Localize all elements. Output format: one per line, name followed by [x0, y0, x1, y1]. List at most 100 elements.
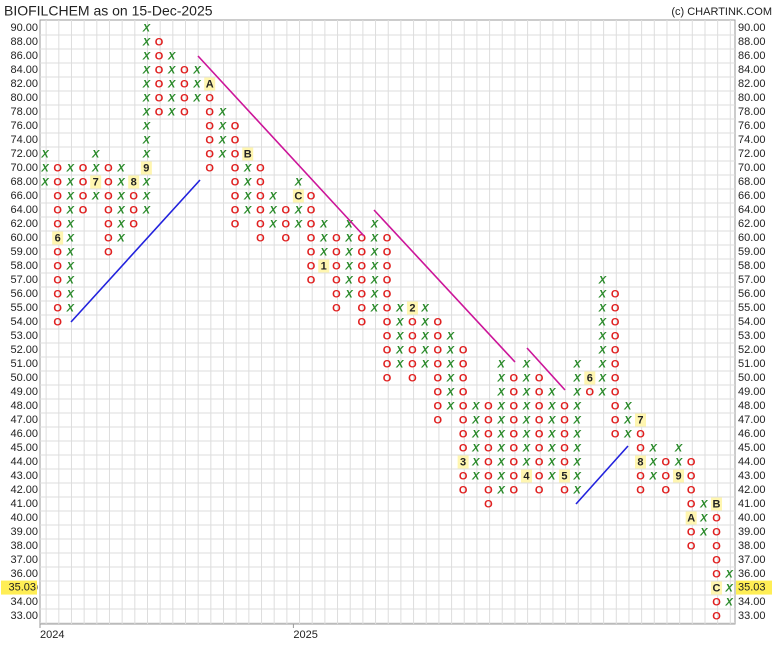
month-marker-bg: [584, 371, 596, 385]
o-box: O: [104, 232, 113, 244]
y-tick-label: 37.00: [10, 554, 38, 566]
o-box: O: [383, 344, 392, 356]
x-box: X: [547, 386, 556, 398]
o-box: O: [712, 554, 721, 566]
o-box: O: [662, 484, 671, 496]
o-box: O: [307, 246, 316, 258]
o-box: O: [433, 386, 442, 398]
o-box: O: [484, 456, 493, 468]
y-tick-label: 47.00: [10, 414, 38, 426]
y-tick-label: 34.00: [10, 596, 38, 608]
o-box: O: [104, 162, 113, 174]
o-box: O: [611, 302, 620, 314]
x-box: X: [370, 260, 379, 272]
y-tick-label-right: 59.00: [738, 246, 766, 258]
month-marker-bg: [673, 469, 684, 483]
o-box: O: [459, 344, 468, 356]
x-box: X: [648, 470, 657, 482]
x-box: X: [598, 330, 607, 342]
y-tick-label-right: 46.00: [738, 428, 766, 440]
o-box: O: [611, 372, 620, 384]
month-marker-bg: [634, 455, 646, 469]
o-box: O: [104, 204, 113, 216]
o-box: O: [712, 568, 721, 580]
o-box: O: [636, 428, 645, 440]
y-tick-label: 39.00: [10, 526, 38, 538]
month-marker-bg: [128, 175, 140, 189]
o-box: O: [53, 260, 62, 272]
month-marker-bg: [457, 455, 469, 469]
x-box: X: [142, 64, 151, 76]
x-box: X: [218, 106, 227, 118]
x-box: X: [648, 456, 657, 468]
x-box: X: [268, 218, 277, 230]
y-tick-label-right: 64.00: [738, 204, 766, 216]
y-tick-label: 55.00: [10, 302, 38, 314]
x-box: X: [218, 134, 227, 146]
x-box: X: [496, 428, 505, 440]
o-box: O: [408, 358, 417, 370]
y-tick-label: 52.00: [10, 344, 38, 356]
x-box: X: [370, 246, 379, 258]
x-box: X: [167, 92, 176, 104]
y-tick-label-right: 43.00: [738, 470, 766, 482]
month-marker-bg: [685, 511, 697, 525]
o-box: O: [256, 204, 265, 216]
y-tick-label-right: 53.00: [738, 330, 766, 342]
x-box: X: [572, 470, 581, 482]
trend-line: [373, 209, 516, 363]
o-box: O: [256, 232, 265, 244]
x-box: X: [446, 330, 455, 342]
y-tick-label-right: 84.00: [738, 64, 766, 76]
o-box: O: [155, 92, 164, 104]
y-tick-label-right: 86.00: [738, 50, 766, 62]
y-tick-label: 42.00: [10, 484, 38, 496]
y-tick-label-right: 54.00: [738, 316, 766, 328]
o-box: O: [332, 246, 341, 258]
o-box: O: [104, 218, 113, 230]
o-box: O: [357, 246, 366, 258]
y-tick-label: 40.00: [10, 512, 38, 524]
x-box: X: [167, 78, 176, 90]
month-marker: 9: [143, 162, 149, 174]
x-box: X: [66, 302, 75, 314]
x-box: X: [66, 260, 75, 272]
x-box: X: [66, 176, 75, 188]
o-box: O: [256, 190, 265, 202]
x-box: X: [522, 386, 531, 398]
y-tick-label: 88.00: [10, 36, 38, 48]
month-marker-bg: [140, 161, 152, 175]
y-tick-label-right: 41.00: [738, 498, 766, 510]
y-tick-label: 49.00: [10, 386, 38, 398]
o-box: O: [687, 470, 696, 482]
x-box: X: [471, 428, 480, 440]
o-box: O: [459, 484, 468, 496]
o-box: O: [484, 498, 493, 510]
y-tick-label-right: 52.00: [738, 344, 766, 356]
y-tick-label-right: 33.00: [738, 610, 766, 622]
x-box: X: [572, 372, 581, 384]
o-box: O: [687, 484, 696, 496]
o-box: O: [611, 400, 620, 412]
o-box: O: [332, 260, 341, 272]
y-tick-label: 72.00: [10, 148, 38, 160]
x-box: X: [116, 204, 125, 216]
y-tick-label: 84.00: [10, 64, 38, 76]
o-box: O: [53, 162, 62, 174]
x-box: X: [66, 288, 75, 300]
y-tick-label-right: 55.00: [738, 302, 766, 314]
x-box: X: [218, 120, 227, 132]
o-box: O: [104, 176, 113, 188]
o-box: O: [459, 400, 468, 412]
o-box: O: [535, 442, 544, 454]
last-price-bg: [1, 580, 37, 595]
y-tick-label: 48.00: [10, 400, 38, 412]
x-box: X: [142, 120, 151, 132]
o-box: O: [510, 456, 519, 468]
o-box: O: [53, 218, 62, 230]
o-box: O: [484, 400, 493, 412]
o-box: O: [307, 204, 316, 216]
y-tick-label: 74.00: [10, 134, 38, 146]
trend-line: [70, 179, 201, 323]
